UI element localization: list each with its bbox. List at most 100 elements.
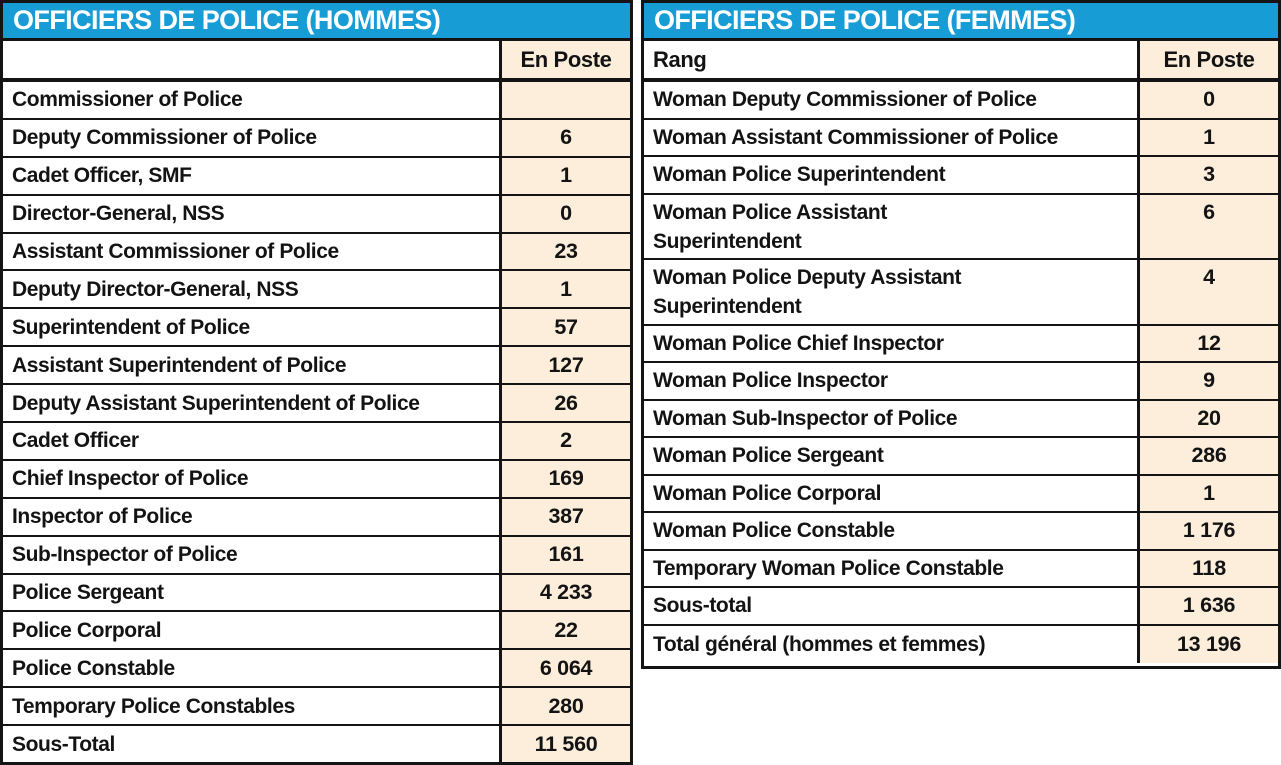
table-row: Police Corporal 22 [3, 612, 630, 651]
rank-cell: Temporary Police Constables [3, 688, 502, 725]
table-row: Deputy Assistant Superintendent of Polic… [3, 385, 630, 424]
rank-cell: Police Corporal [3, 612, 502, 649]
table-row: Woman Police Superintendent 3 [644, 157, 1278, 195]
rank-cell: Total général (hommes et femmes) [644, 625, 1140, 663]
rank-cell: Superintendent of Police [3, 309, 502, 346]
value-cell: 1 [502, 157, 630, 194]
table-row: Assistant Commissioner of Police 23 [3, 233, 630, 272]
value-cell: 169 [502, 460, 630, 497]
value-cell: 13 196 [1140, 625, 1278, 663]
value-cell: 0 [502, 195, 630, 232]
rank-cell: Director-General, NSS [3, 195, 502, 232]
rank-cell: Woman Sub-Inspector of Police [644, 400, 1140, 436]
value-cell: 1 [1140, 119, 1278, 155]
rank-cell: Cadet Officer, SMF [3, 157, 502, 194]
femmes-table: OFFICIERS DE POLICE (FEMMES) Rang En Pos… [641, 0, 1281, 669]
value-cell: 12 [1140, 325, 1278, 361]
table-row-grand-total: Total général (hommes et femmes) 13 196 [644, 625, 1278, 663]
table-row: Cadet Officer 2 [3, 423, 630, 461]
value-cell: 286 [1140, 438, 1278, 474]
value-cell: 127 [502, 347, 630, 384]
rank-cell: Cadet Officer [3, 423, 502, 459]
table-row: Woman Police Constable 1 176 [644, 513, 1278, 551]
value-cell: 6 [502, 119, 630, 156]
table-row: Sub-Inspector of Police 161 [3, 536, 630, 575]
table-row-subtotal: Sous-total 1 636 [644, 588, 1278, 626]
value-cell: 22 [502, 612, 630, 649]
value-cell: 6 [1140, 194, 1278, 258]
rank-cell: Woman Deputy Commissioner of Police [644, 82, 1140, 118]
value-cell: 23 [502, 233, 630, 270]
table-row: Chief Inspector of Police 169 [3, 460, 630, 499]
value-cell: 57 [502, 309, 630, 346]
table-row: Police Constable 6 064 [3, 650, 630, 689]
table-row: Woman Sub-Inspector of Police 20 [644, 400, 1278, 438]
table-row: Director-General, NSS 0 [3, 195, 630, 234]
hommes-table: OFFICIERS DE POLICE (HOMMES) En Poste Co… [0, 0, 633, 765]
value-cell: 280 [502, 688, 630, 725]
value-cell: 11 560 [502, 726, 630, 763]
femmes-value-header: En Poste [1140, 41, 1278, 78]
rank-cell: Police Constable [3, 650, 502, 687]
table-row: Woman Police Deputy Assistant Superinten… [644, 260, 1278, 326]
value-cell: 1 636 [1140, 588, 1278, 624]
table-row-subtotal: Sous-Total 11 560 [3, 726, 630, 763]
rank-cell: Sous-Total [3, 726, 502, 763]
rank-cell: Woman Police Superintendent [644, 157, 1140, 193]
rank-cell: Sub-Inspector of Police [3, 536, 502, 573]
table-row: Commissioner of Police [3, 82, 630, 120]
rank-cell: Inspector of Police [3, 498, 502, 535]
hommes-rank-header [3, 41, 502, 78]
table-row: Woman Police Assistant Superintendent 6 [644, 194, 1278, 260]
value-cell: 1 [1140, 475, 1278, 511]
value-cell: 1 [502, 271, 630, 308]
rank-cell: Woman Police Chief Inspector [644, 325, 1140, 361]
rank-cell: Deputy Commissioner of Police [3, 119, 502, 156]
value-cell: 3 [1140, 157, 1278, 193]
femmes-rank-header: Rang [644, 41, 1140, 78]
rank-cell: Woman Police Inspector [644, 363, 1140, 399]
value-cell: 20 [1140, 400, 1278, 436]
value-cell: 6 064 [502, 650, 630, 687]
rank-cell: Police Sergeant [3, 574, 502, 611]
value-cell: 1 176 [1140, 513, 1278, 549]
value-cell: 26 [502, 385, 630, 422]
table-row: Deputy Director-General, NSS 1 [3, 271, 630, 310]
rank-cell: Woman Police Corporal [644, 475, 1140, 511]
value-cell: 4 233 [502, 574, 630, 611]
value-cell: 387 [502, 498, 630, 535]
rank-cell: Assistant Superintendent of Police [3, 347, 502, 384]
table-row: Woman Police Corporal 1 [644, 475, 1278, 513]
value-cell: 0 [1140, 82, 1278, 118]
hommes-table-title: OFFICIERS DE POLICE (HOMMES) [3, 3, 630, 41]
rank-cell: Sous-total [644, 588, 1140, 624]
femmes-table-title: OFFICIERS DE POLICE (FEMMES) [644, 3, 1278, 41]
table-row: Woman Police Inspector 9 [644, 363, 1278, 401]
table-row: Police Sergeant 4 233 [3, 574, 630, 613]
table-row: Temporary Woman Police Constable 118 [644, 550, 1278, 588]
rank-cell: Woman Police Constable [644, 513, 1140, 549]
value-cell: 2 [502, 423, 630, 459]
table-row: Assistant Superintendent of Police 127 [3, 347, 630, 386]
table-row: Superintendent of Police 57 [3, 309, 630, 348]
table-row: Cadet Officer, SMF 1 [3, 157, 630, 196]
rank-cell: Chief Inspector of Police [3, 460, 502, 497]
table-row: Woman Deputy Commissioner of Police 0 [644, 82, 1278, 120]
value-cell: 118 [1140, 550, 1278, 586]
rank-cell: Assistant Commissioner of Police [3, 233, 502, 270]
rank-cell: Commissioner of Police [3, 82, 502, 118]
table-row: Inspector of Police 387 [3, 498, 630, 537]
table-row: Temporary Police Constables 280 [3, 688, 630, 727]
rank-cell: Temporary Woman Police Constable [644, 550, 1140, 586]
rank-cell: Woman Police Assistant Superintendent [644, 194, 1140, 258]
rank-cell: Woman Assistant Commissioner of Police [644, 119, 1140, 155]
rank-cell: Deputy Assistant Superintendent of Polic… [3, 385, 502, 422]
rank-cell: Woman Police Deputy Assistant Superinten… [644, 260, 1140, 324]
value-cell [502, 82, 630, 118]
hommes-value-header: En Poste [502, 41, 630, 78]
table-row: Woman Police Chief Inspector 12 [644, 325, 1278, 363]
value-cell: 4 [1140, 260, 1278, 324]
table-row: Woman Police Sergeant 286 [644, 438, 1278, 476]
table-row: Deputy Commissioner of Police 6 [3, 119, 630, 158]
value-cell: 161 [502, 536, 630, 573]
